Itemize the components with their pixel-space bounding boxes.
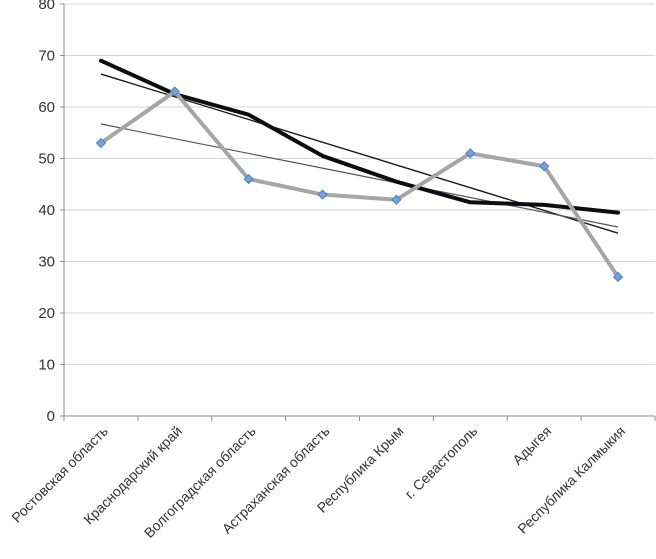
trendline-black-line-series (100, 73, 619, 234)
data-point-marker (538, 161, 550, 172)
y-axis-tick-label: 50 (38, 151, 55, 168)
data-point-marker (169, 86, 181, 97)
y-axis-tick-label: 60 (38, 99, 55, 116)
trendline-gray-marker-series (100, 123, 619, 228)
series-line-black-line-series (98, 58, 621, 215)
data-point-marker (465, 148, 476, 159)
data-point-marker (612, 271, 624, 283)
series-line-gray-marker-series (98, 89, 621, 279)
y-axis-tick-label: 20 (38, 305, 55, 322)
y-axis-tick-label: 40 (38, 202, 55, 219)
data-point-marker (243, 173, 254, 185)
y-axis-tick-label: 0 (47, 408, 55, 425)
data-point-marker (95, 137, 107, 149)
data-point-marker (317, 189, 328, 200)
data-point-marker (391, 194, 402, 205)
y-axis-tick-label: 30 (38, 254, 55, 271)
y-axis-tick-label: 10 (38, 357, 55, 374)
y-axis-tick-label: 70 (38, 48, 55, 65)
x-category-label: Адыгея (509, 423, 554, 468)
y-axis-tick-label: 80 (38, 0, 55, 13)
x-category-label: г. Севастополь (401, 423, 480, 502)
